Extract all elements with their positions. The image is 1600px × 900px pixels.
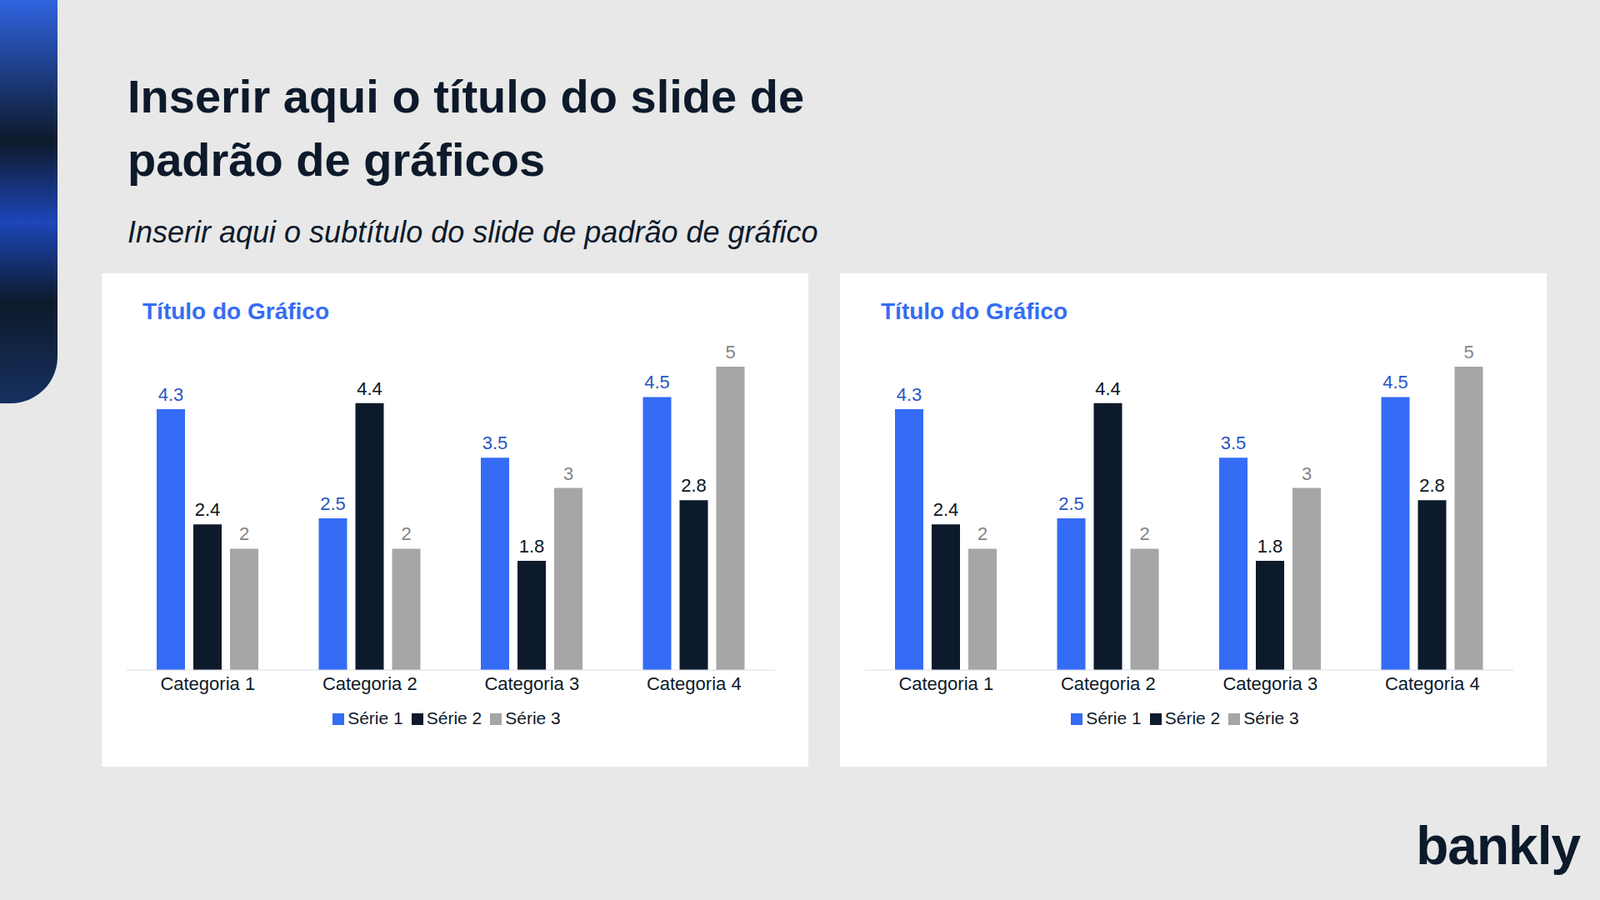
- svg-text:4.3: 4.3: [896, 384, 923, 405]
- svg-text:2.4: 2.4: [933, 499, 960, 520]
- svg-text:Categoria 4: Categoria 4: [1385, 673, 1480, 695]
- svg-text:4.4: 4.4: [1095, 378, 1121, 400]
- svg-text:4.4: 4.4: [356, 378, 383, 400]
- svg-text:3.5: 3.5: [1220, 432, 1247, 454]
- svg-text:Categoria 3: Categoria 3: [1222, 673, 1318, 695]
- html-text:Série 3: Série 3: [505, 708, 561, 728]
- html-text:Título do Gráfico: Título do Gráfico: [142, 298, 330, 325]
- svg-text:Categoria 1: Categoria 1: [898, 673, 994, 695]
- html-text:Inserir aqui o título do slide: Inserir aqui o título do slide de padrão…: [127, 70, 805, 186]
- svg-text:Categoria 2: Categoria 2: [322, 673, 418, 695]
- svg-text:2.5: 2.5: [320, 493, 346, 515]
- svg-text:2.8: 2.8: [1419, 475, 1445, 496]
- svg-text:2.5: 2.5: [1058, 493, 1085, 515]
- svg-text:3: 3: [1301, 463, 1312, 485]
- svg-text:3: 3: [563, 463, 574, 485]
- html-text:Série 2: Série 2: [426, 708, 482, 728]
- svg-text:Categoria 1: Categoria 1: [160, 673, 255, 695]
- html-text:Série 3: Série 3: [1243, 708, 1299, 728]
- svg-text:2: 2: [400, 523, 411, 545]
- svg-text:4.3: 4.3: [158, 384, 185, 405]
- html-text:Título do Gráfico: Título do Gráfico: [880, 298, 1068, 325]
- svg-text:5: 5: [1463, 341, 1474, 363]
- svg-text:1.8: 1.8: [519, 535, 545, 557]
- svg-text:5: 5: [725, 341, 735, 363]
- svg-text:3.5: 3.5: [482, 432, 509, 454]
- html-text:Série 2: Série 2: [1164, 708, 1221, 728]
- html-text:Inserir aqui o subtítulo do sl: Inserir aqui o subtítulo do slide de pad…: [127, 215, 818, 250]
- svg-text:1.8: 1.8: [1257, 535, 1284, 557]
- svg-text:2: 2: [239, 523, 250, 545]
- svg-text:Categoria 2: Categoria 2: [1060, 673, 1156, 695]
- svg-text:4.5: 4.5: [644, 371, 670, 393]
- html-text:Série 1: Série 1: [1086, 708, 1142, 728]
- svg-text:2: 2: [977, 523, 988, 545]
- svg-text:4.5: 4.5: [1382, 371, 1409, 393]
- html-text:Série 1: Série 1: [347, 708, 404, 728]
- svg-text:2.4: 2.4: [195, 499, 221, 520]
- svg-text:Categoria 4: Categoria 4: [646, 673, 742, 695]
- svg-text:Categoria 3: Categoria 3: [484, 673, 580, 695]
- svg-text:2: 2: [1139, 523, 1150, 545]
- svg-text:2.8: 2.8: [680, 475, 707, 496]
- html-text:bankly: bankly: [1416, 815, 1580, 876]
